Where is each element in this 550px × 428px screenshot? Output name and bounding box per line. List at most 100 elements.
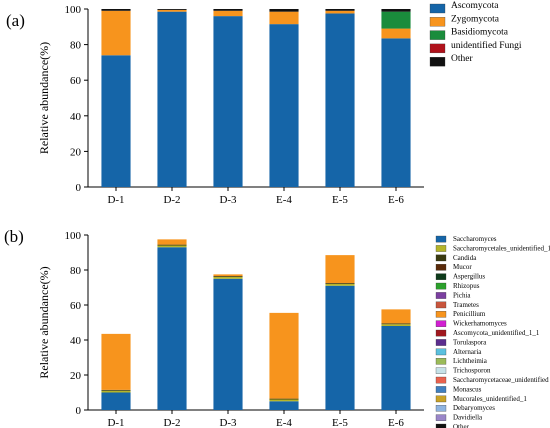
bar-segment-saccharomyces xyxy=(101,392,131,410)
legend-label: Trichosporon xyxy=(453,367,491,375)
bar-segment-other xyxy=(269,9,299,12)
bar-segment-saccharomyces xyxy=(269,401,299,410)
bar-segment-other xyxy=(101,9,131,11)
y-tick-label: 80 xyxy=(70,40,82,52)
legend-swatch xyxy=(429,3,446,14)
legend-label: unidentified Fungi xyxy=(451,40,522,51)
legend-label: Ascomycota_unidentified_1_1 xyxy=(453,329,540,337)
y-tick-label: 80 xyxy=(70,265,82,277)
bar-segment-saccharomyces xyxy=(213,278,243,410)
legend-label: Rhizopus xyxy=(453,282,480,290)
bar-segment-penicillium xyxy=(213,274,243,277)
bar-segment-candida xyxy=(213,276,243,277)
y-tick-label: 60 xyxy=(70,300,82,312)
bar-segment-penicillium xyxy=(269,312,299,399)
y-tick-label: 20 xyxy=(70,370,82,382)
bar-segment-other xyxy=(213,9,243,11)
legend-label: Alternaria xyxy=(453,348,482,356)
legend-swatch xyxy=(435,405,447,412)
panel-a: (a) 0 20 40 60 80 100 Relative abundance(%) D-1 D… xyxy=(6,1,522,206)
legend-swatch xyxy=(435,395,447,403)
bar-segment-penicillium xyxy=(381,309,411,324)
legend-label: Monascus xyxy=(453,385,482,393)
legend-swatch xyxy=(435,348,447,356)
bar-segment-ascomycota xyxy=(269,24,299,187)
legend-label: Saccharomyces xyxy=(453,235,497,243)
bar-segment-other xyxy=(157,9,187,10)
bar-segment-ascomycota xyxy=(213,16,243,188)
legend-swatch xyxy=(435,292,447,299)
legend-swatch xyxy=(429,30,446,40)
y-tick-label: 40 xyxy=(70,335,82,347)
y-axis-label: Relative abundance(%) xyxy=(37,266,51,378)
bar-segment-saccharomycetales-unidentified-1 xyxy=(101,390,131,393)
x-tick-label: D-1 xyxy=(107,417,124,428)
x-tick-label: D-2 xyxy=(163,417,180,428)
y-tick-label: 40 xyxy=(70,111,82,123)
bar-segment-zygomycota xyxy=(381,28,411,39)
bar-segment-candida xyxy=(101,389,131,391)
bar-segment-saccharomyces xyxy=(157,247,187,410)
legend-label: Debaryomyces xyxy=(453,404,495,412)
bar-segment-ascomycota xyxy=(381,38,411,188)
panel-label: (a) xyxy=(6,11,25,30)
bar-segment-penicillium xyxy=(101,333,131,390)
panel-label: (b) xyxy=(4,227,24,246)
y-tick-label: 20 xyxy=(70,146,82,158)
legend-label: Pichia xyxy=(453,291,471,299)
legend-swatch xyxy=(435,367,447,374)
legend-label: Penicillium xyxy=(453,310,486,318)
legend-swatch xyxy=(435,339,447,346)
x-tick-label: D-3 xyxy=(219,417,237,428)
legend-swatch xyxy=(435,376,447,384)
x-tick-label: E-4 xyxy=(276,194,292,206)
legend-swatch xyxy=(435,245,447,252)
x-tick-label: D-3 xyxy=(219,194,237,206)
bar-segment-basidiomycota xyxy=(381,11,411,29)
bar-segment-penicillium xyxy=(157,239,187,245)
y-tick-label: 100 xyxy=(65,230,82,242)
legend-label: Other xyxy=(451,54,473,64)
bar-segment-ascomycota xyxy=(101,55,131,187)
y-tick-label: 60 xyxy=(70,75,82,87)
legend-label: Lichtheimia xyxy=(453,357,488,365)
legend-label: Basidiomycota xyxy=(451,28,509,38)
bar-segment-candida xyxy=(157,244,187,246)
bar-segment-other xyxy=(325,9,355,11)
legend-swatch xyxy=(435,254,447,262)
x-tick-label: E-5 xyxy=(332,417,348,428)
x-tick-label: E-5 xyxy=(332,194,348,206)
legend-swatch xyxy=(435,423,447,428)
legend-swatch xyxy=(435,301,447,309)
bar-segment-ascomycota xyxy=(325,13,355,188)
bar-segment-saccharomycetales-unidentified-1 xyxy=(213,277,243,279)
bar-segment-zygomycota xyxy=(269,11,299,25)
legend-label: Zygomycota xyxy=(451,14,500,24)
y-tick-label: 0 xyxy=(76,182,82,194)
legend-label: Mucorales_unidentified_1 xyxy=(453,395,527,403)
y-tick-label: 100 xyxy=(65,4,82,16)
x-tick-label: E-6 xyxy=(388,194,404,206)
legend-swatch xyxy=(435,320,447,327)
bar-segment-zygomycota xyxy=(157,9,187,12)
legend-swatch xyxy=(435,282,447,290)
x-tick-label: E-6 xyxy=(388,417,404,428)
legend-swatch xyxy=(435,414,447,421)
bar-segment-saccharomycetales-unidentified-1 xyxy=(157,245,187,248)
legend-swatch xyxy=(429,43,446,54)
bar-segment-candida xyxy=(269,398,299,400)
legend-swatch xyxy=(435,386,447,393)
panel-b: (b) 0 20 40 60 80 100 Relative abundance(%) D-1 D… xyxy=(4,227,550,428)
legend-label: Trametes xyxy=(453,301,479,309)
bar-segment-candida xyxy=(325,283,355,284)
legend-swatch xyxy=(435,235,447,243)
legend-label: Davidiella xyxy=(453,414,483,422)
legend-swatch xyxy=(435,311,447,318)
bar-segment-ascomycota xyxy=(157,11,187,188)
legend-swatch xyxy=(435,264,447,271)
bar-segment-candida xyxy=(381,323,411,325)
legend-label: Saccharomycetaceae_unidentified xyxy=(453,376,549,384)
legend-swatch xyxy=(435,358,447,365)
legend-swatch xyxy=(435,273,447,280)
